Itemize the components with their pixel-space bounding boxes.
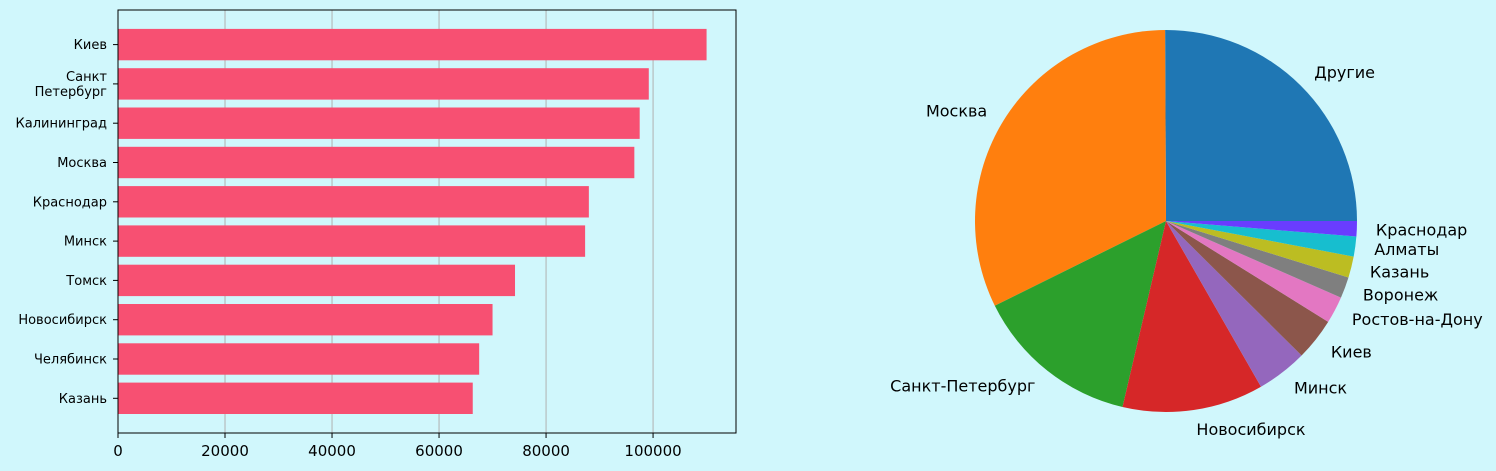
bar (118, 146, 635, 179)
pie-slice (1166, 221, 1354, 278)
bar-category-label: Казань (59, 392, 107, 407)
bar-category-label: Томск (65, 274, 107, 289)
bar-category-label: Новосибирск (18, 313, 107, 328)
pie-slice (974, 30, 1166, 306)
pie-slice-label: Санкт-Петербург (890, 377, 1035, 396)
bar-category-label: Челябинск (34, 353, 107, 368)
pie-slice-label: Москва (926, 102, 987, 121)
bar (118, 304, 493, 336)
bar (118, 186, 589, 218)
bar-category-label: Минск (64, 235, 107, 250)
bar (118, 225, 586, 257)
pie-slice-label: Минск (1294, 379, 1347, 398)
pie-slice (1165, 29, 1357, 222)
bar-category-label: Краснодар (33, 195, 107, 210)
bar-y-ticks: Киев Санкт Петербург Калининград Москва Красн… (16, 38, 118, 407)
bar-x-tick-label: 60000 (415, 442, 463, 460)
pie-slice-label: Алматы (1374, 240, 1439, 259)
pie-labels: Другие Москва Санкт-Петербург Новосибирск Ми… (890, 63, 1483, 439)
pie-slice-label: Другие (1314, 63, 1375, 82)
pie-slice-label: Краснодар (1376, 221, 1467, 240)
bar-category-label: Москва (57, 156, 107, 171)
pie-slice (1166, 221, 1357, 257)
bar-x-tick-label: 40000 (308, 442, 356, 460)
bar-category-label: Санкт Петербург (35, 70, 108, 100)
pie-slices (974, 29, 1357, 412)
bar-category-label: Киев (74, 38, 107, 53)
bar (118, 343, 480, 375)
bar (118, 107, 640, 139)
bar-chart: 0 20000 40000 60000 80000 100000 Киев Санкт Пет… (16, 9, 737, 460)
bar-x-ticks: 0 20000 40000 60000 80000 100000 (113, 433, 682, 460)
bar-x-tick-label: 100000 (624, 442, 681, 460)
bar (118, 28, 707, 61)
bar-x-tick-label: 20000 (201, 442, 249, 460)
pie-slice-label: Киев (1331, 342, 1372, 361)
pie-slice (994, 221, 1166, 407)
pie-slice (1166, 221, 1302, 387)
pie-slice (1166, 221, 1349, 298)
pie-slice-label: Казань (1370, 263, 1429, 282)
pie-slice (1122, 221, 1261, 412)
bar-x-tick-label: 0 (113, 442, 123, 460)
bar (118, 382, 473, 414)
pie-slice-label: Новосибирск (1196, 420, 1305, 439)
pie-slice (1166, 221, 1357, 237)
pie-slice-label: Ростов-на-Дону (1352, 310, 1483, 329)
bar-x-tick-label: 80000 (522, 442, 570, 460)
bar-category-label: Калининград (16, 117, 107, 132)
bar (118, 68, 649, 100)
pie-slice-label: Воронеж (1363, 285, 1438, 304)
pie-slice (1166, 221, 1341, 322)
pie-slice (1166, 221, 1329, 356)
pie-chart: Другие Москва Санкт-Петербург Новосибирск Ми… (890, 29, 1483, 439)
bar-plot-frame (117, 9, 737, 434)
bar-marks (118, 28, 707, 414)
bar (118, 264, 516, 297)
